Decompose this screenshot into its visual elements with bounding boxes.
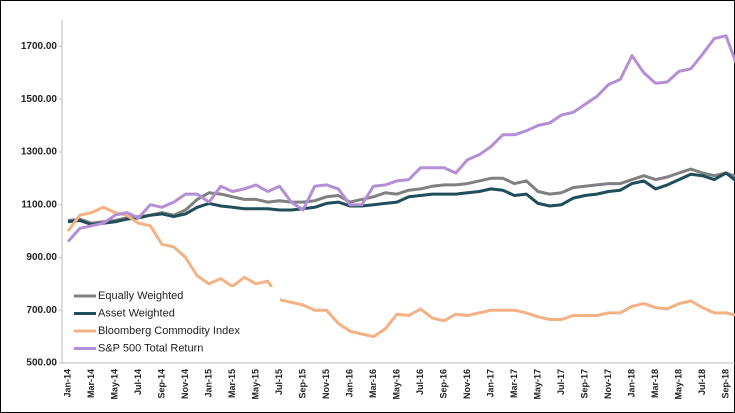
x-tick-label: Jul-17 <box>556 369 566 395</box>
legend-label: Equally Weighted <box>98 290 183 302</box>
legend-label: Asset Weighted <box>98 307 175 319</box>
x-tick-label: Jan-18 <box>626 369 636 398</box>
x-tick-label: Nov-16 <box>462 369 472 399</box>
x-tick-label: May-18 <box>673 369 683 400</box>
x-tick-label: Jul-18 <box>697 369 707 395</box>
x-tick-label: Nov-17 <box>603 369 613 399</box>
x-tick-label: Mar-14 <box>86 369 96 398</box>
x-tick-label: Jul-14 <box>133 369 143 395</box>
legend-label: S&P 500 Total Return <box>98 342 203 354</box>
x-tick-label: May-14 <box>109 369 119 400</box>
legend-label: Bloomberg Commodity Index <box>98 325 240 337</box>
x-tick-label: Mar-15 <box>227 369 237 398</box>
series-line <box>66 34 735 243</box>
x-tick-label: Mar-17 <box>509 369 519 398</box>
x-tick-label: Jan-14 <box>62 369 72 398</box>
legend: Equally Weighted Asset Weighted Bloomberg … <box>70 287 280 357</box>
y-tick-label: 1700.00 <box>21 41 58 52</box>
x-tick-label: Nov-15 <box>321 369 331 399</box>
x-tick-label: Sep-14 <box>156 369 166 399</box>
legend-box <box>70 287 280 357</box>
x-tick-label: Jul-15 <box>274 369 284 395</box>
y-tick-label: 1500.00 <box>21 94 58 105</box>
x-tick-label: May-16 <box>391 369 401 400</box>
x-tick-label: Sep-17 <box>579 369 589 399</box>
x-tick-label: Jan-15 <box>203 369 213 398</box>
x-tick-label: Nov-14 <box>180 369 190 399</box>
y-tick-label: 700.00 <box>26 305 57 316</box>
series-line <box>67 167 735 225</box>
series-line <box>66 205 735 339</box>
y-tick-label: 1100.00 <box>21 199 57 210</box>
x-tick-label: Mar-16 <box>368 369 378 398</box>
x-tick-label: May-17 <box>532 369 542 400</box>
x-tick-label: Sep-18 <box>720 369 730 399</box>
x-tick-label: Jan-17 <box>485 369 495 398</box>
y-tick-label: 900.00 <box>26 252 57 263</box>
x-tick-label: Sep-15 <box>297 369 307 399</box>
y-tick-label: 1300.00 <box>21 147 58 158</box>
x-tick-label: Jul-16 <box>415 369 425 395</box>
x-tick-label: May-15 <box>250 369 260 400</box>
x-tick-label: Sep-16 <box>438 369 448 399</box>
series-line <box>67 171 735 226</box>
y-tick-label: 500.00 <box>26 358 57 369</box>
x-tick-label: Mar-18 <box>650 369 660 398</box>
x-tick-label: Jan-16 <box>344 369 354 398</box>
